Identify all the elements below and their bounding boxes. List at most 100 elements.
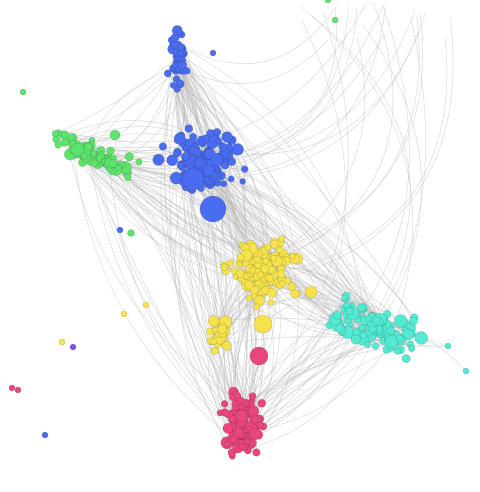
edge (179, 49, 232, 141)
node (402, 328, 414, 341)
node (250, 285, 260, 295)
node (181, 167, 205, 191)
edge (181, 65, 414, 322)
node (275, 246, 284, 254)
node (90, 159, 99, 168)
node (41, 431, 49, 439)
node (262, 257, 270, 265)
node (248, 427, 262, 441)
node (183, 67, 191, 75)
node (368, 325, 377, 334)
edge (55, 55, 180, 134)
edge (248, 1, 394, 274)
node (203, 176, 210, 183)
node (209, 337, 218, 345)
edge (164, 70, 243, 444)
edge (224, 156, 261, 420)
node (324, 0, 332, 4)
node (290, 289, 300, 299)
node (331, 16, 339, 24)
edge (111, 162, 243, 436)
node (60, 138, 70, 147)
edge (259, 19, 347, 420)
node (386, 326, 395, 335)
edge (273, 38, 366, 259)
node (169, 81, 177, 89)
node (264, 243, 272, 251)
node (256, 421, 264, 429)
node (371, 342, 380, 350)
node (108, 158, 118, 168)
node (265, 274, 274, 283)
node (201, 134, 210, 143)
node (127, 229, 135, 237)
node (220, 400, 229, 408)
node (240, 165, 249, 173)
edge (200, 30, 420, 180)
node (247, 405, 260, 418)
edge (178, 5, 338, 64)
node (90, 150, 98, 158)
edge (63, 134, 381, 334)
edge (244, 324, 338, 404)
node (202, 164, 215, 177)
node (267, 298, 275, 306)
node (248, 392, 257, 401)
edge (213, 161, 256, 420)
edge (264, 13, 424, 255)
node (222, 409, 231, 417)
node (304, 285, 318, 299)
node (279, 280, 287, 288)
edge (109, 164, 248, 442)
node (257, 398, 267, 408)
edge (363, 25, 422, 345)
edge (209, 171, 372, 331)
edge (312, 15, 411, 336)
node (51, 129, 60, 138)
edge (118, 166, 415, 318)
edge (208, 181, 295, 260)
edge (175, 62, 239, 437)
edge (171, 40, 385, 331)
node (177, 50, 184, 57)
node (194, 157, 205, 168)
node (8, 384, 16, 392)
edge (186, 39, 329, 84)
edge (173, 85, 295, 260)
node (414, 331, 428, 345)
node (58, 338, 66, 346)
node (243, 438, 251, 446)
node (173, 132, 186, 145)
node (283, 277, 292, 285)
node (253, 255, 262, 264)
node (364, 315, 372, 322)
node (172, 61, 180, 69)
node (184, 124, 194, 133)
node (212, 128, 222, 137)
node (289, 252, 297, 260)
node (266, 287, 278, 298)
node (408, 316, 418, 326)
node (232, 404, 240, 412)
node (231, 143, 244, 156)
node (215, 137, 223, 145)
node (181, 151, 191, 161)
edge (234, 3, 410, 416)
node (70, 142, 85, 157)
node (14, 386, 22, 394)
edge (90, 147, 369, 322)
edge (91, 154, 364, 336)
node (393, 314, 408, 328)
node (236, 261, 243, 269)
edge (89, 148, 236, 416)
edge (176, 62, 244, 433)
node (352, 328, 361, 337)
node (249, 346, 269, 366)
edge (246, 331, 355, 442)
node (357, 323, 366, 332)
node (267, 265, 277, 274)
edge (192, 10, 416, 159)
node (217, 324, 228, 335)
edge (85, 3, 367, 151)
edge (186, 70, 226, 323)
